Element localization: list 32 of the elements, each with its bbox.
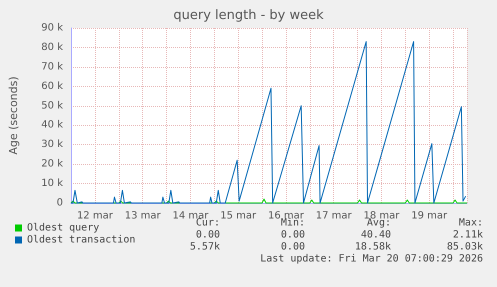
y-tick-label: 60 k: [41, 80, 64, 92]
y-tick-label: 20 k: [41, 158, 64, 170]
legend-label: Oldest query: [27, 222, 100, 234]
text: 85.03k: [446, 242, 483, 252]
x-tick-label: 17 mar: [316, 210, 352, 222]
text: 40.40: [360, 230, 391, 240]
y-tick-label: 70 k: [41, 61, 64, 72]
legend-label: Oldest transaction: [27, 234, 136, 246]
x-tick-label: 15 mar: [220, 210, 257, 222]
chart-title: query length - by week: [173, 8, 324, 23]
y-tick-label: 0: [56, 198, 63, 208]
text: 18.58k: [354, 242, 391, 252]
x-tick-label: 12 mar: [76, 210, 114, 222]
y-tick-label: 80 k: [41, 42, 64, 53]
text: Max:: [458, 218, 483, 228]
text: Avg:: [366, 218, 391, 228]
x-tick-label: 13 mar: [124, 210, 162, 222]
text: 0.00: [280, 242, 305, 252]
y-tick-label: 10 k: [41, 178, 64, 190]
x-tick-label: 19 mar: [411, 210, 448, 222]
y-axis-title: Age (seconds): [7, 76, 20, 155]
text: 5.57k: [190, 242, 220, 252]
text: 0.00: [196, 230, 220, 240]
y-tick-label: 90 k: [41, 22, 64, 34]
text: Last update: Fri Mar 20 07:00:29 2026: [260, 254, 483, 264]
text: Cur:: [196, 218, 220, 228]
text: 0.00: [280, 230, 305, 240]
text: 2.11k: [452, 230, 483, 240]
y-tick-label: 30 k: [41, 139, 64, 150]
text: Min:: [280, 218, 305, 228]
y-tick-label: 50 k: [41, 100, 64, 112]
y-tick-label: 40 k: [41, 120, 64, 131]
